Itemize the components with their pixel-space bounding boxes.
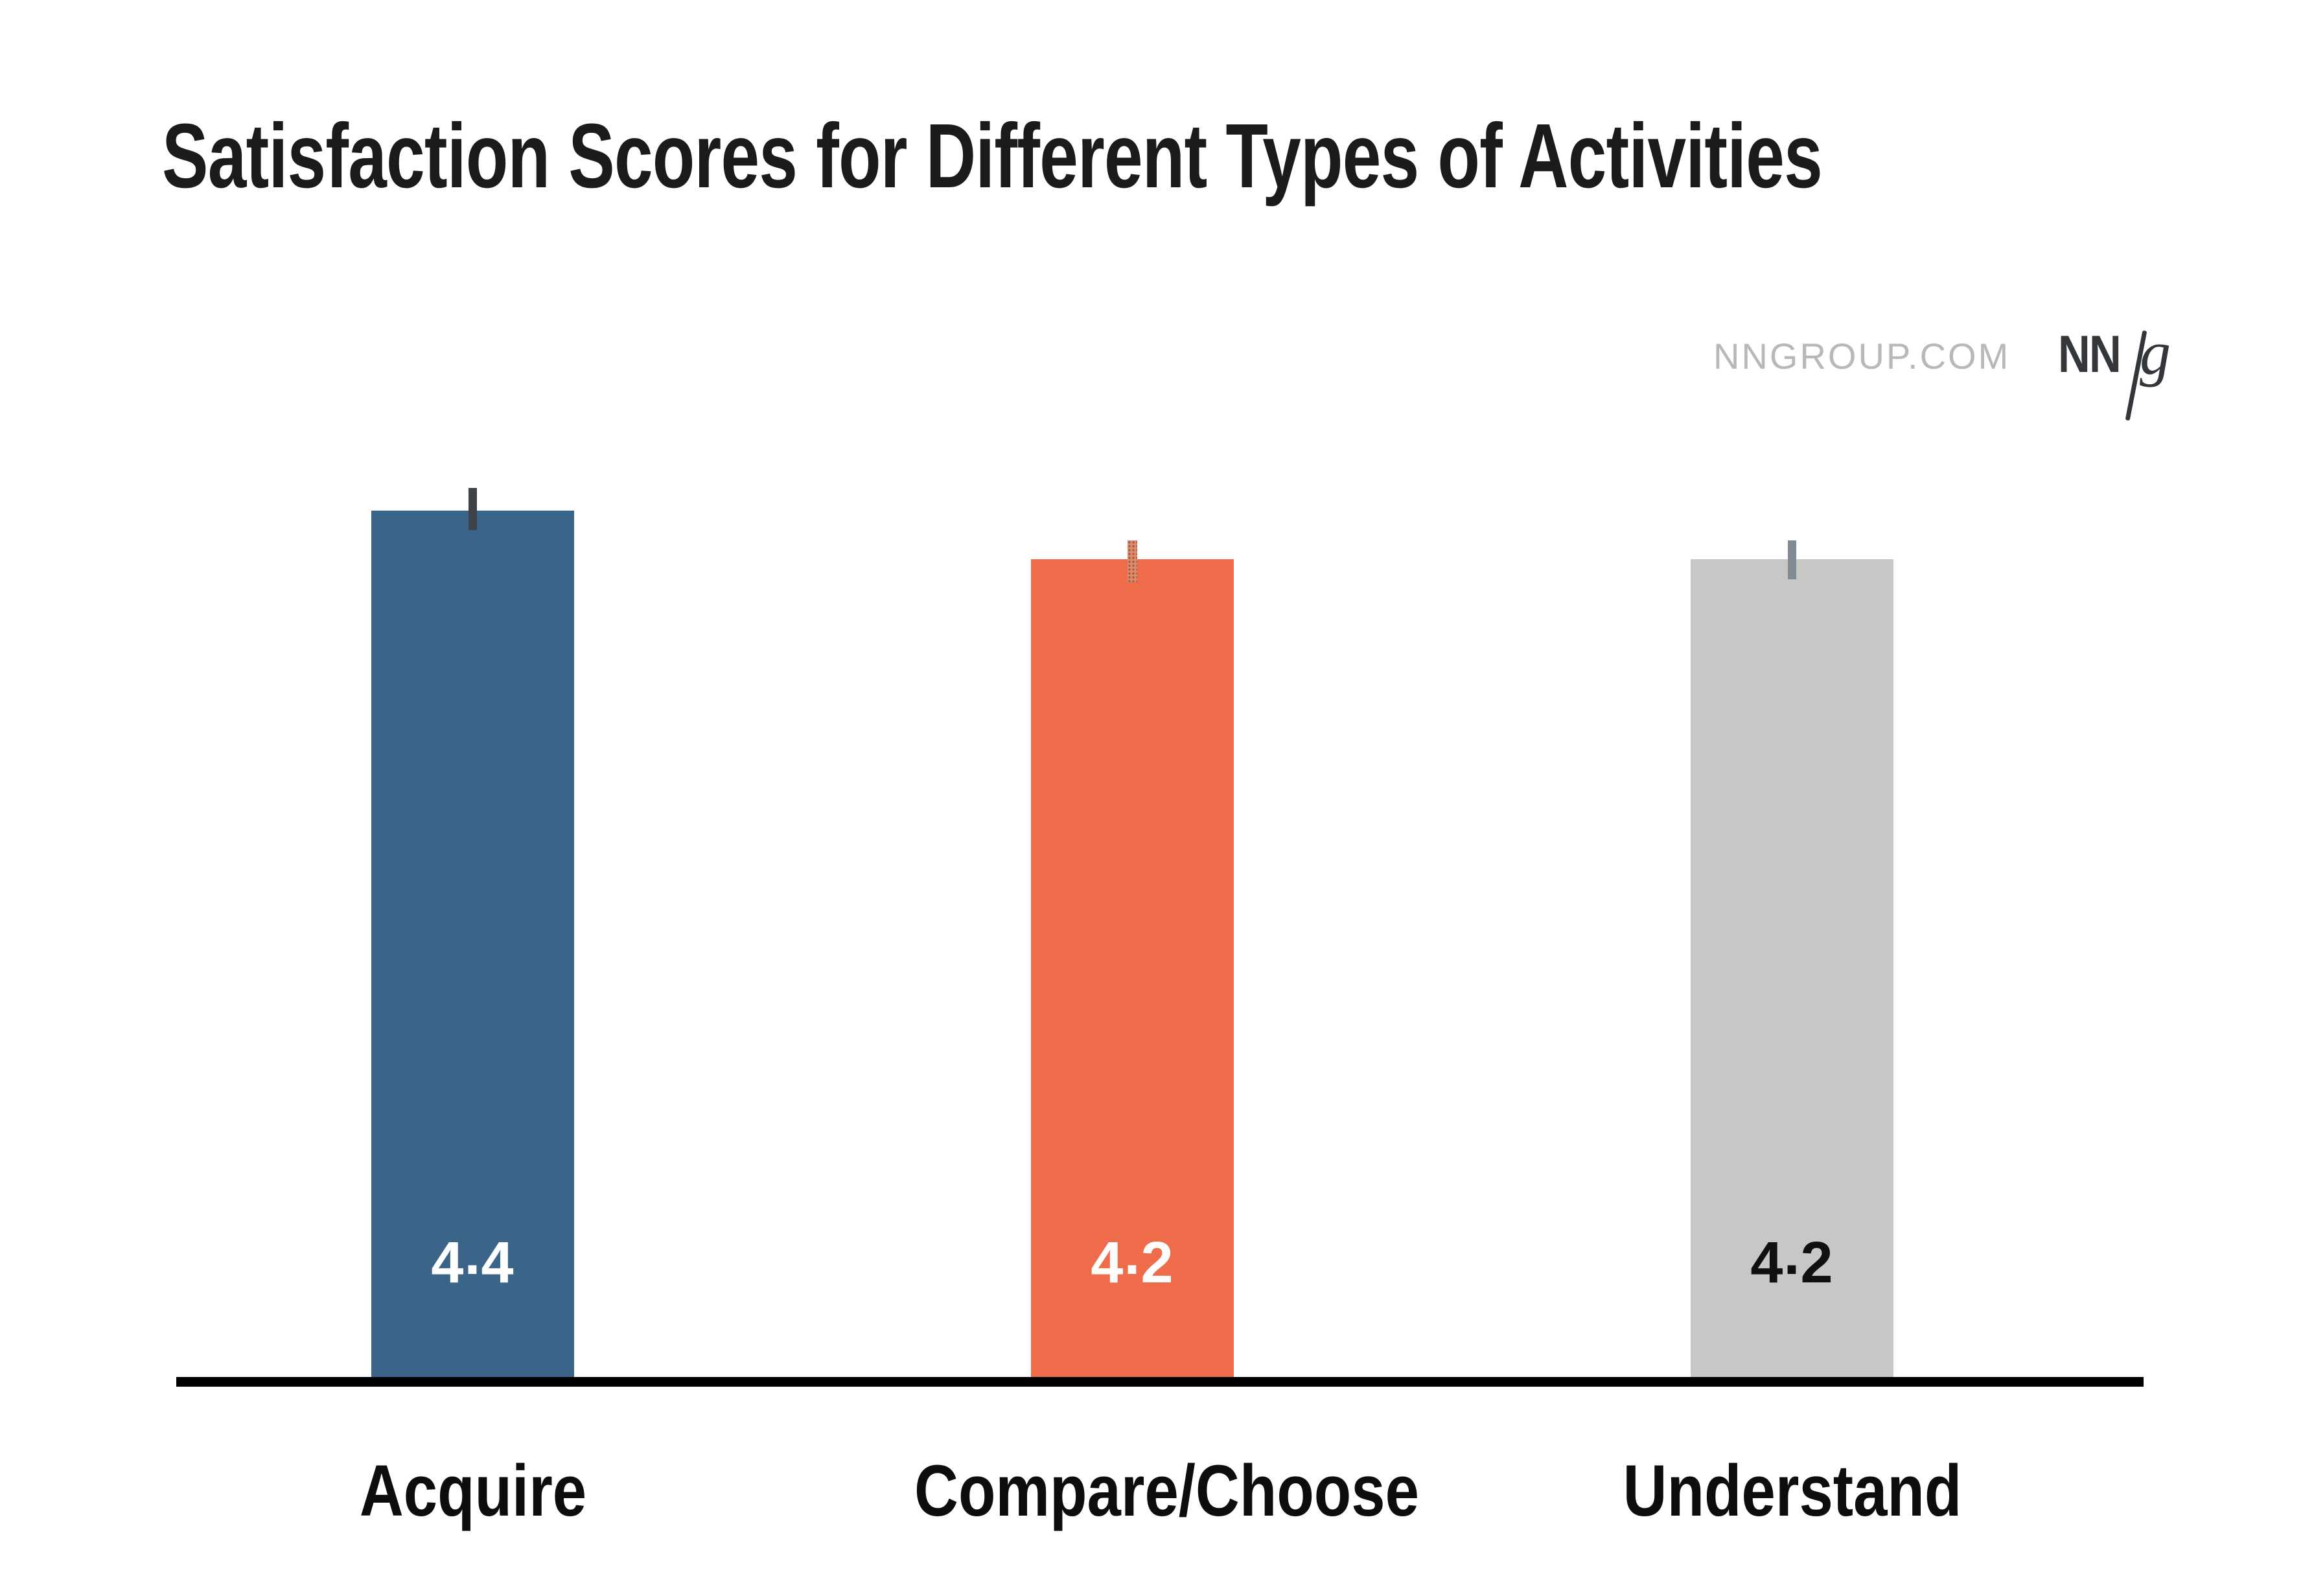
- error-bar-compare-choose: [1128, 540, 1137, 582]
- nng-logo: NN g: [2058, 322, 2171, 421]
- chart-title: Satisfaction Scores for Different Types …: [162, 104, 1823, 207]
- x-axis-label-acquire: Acquire: [359, 1450, 586, 1531]
- error-bar-acquire: [469, 488, 477, 530]
- x-axis-label-understand: Understand: [1623, 1450, 1961, 1531]
- value-label-compare-choose: 4.2: [1091, 1222, 1174, 1295]
- x-axis-line: [176, 1377, 2144, 1387]
- bar-compare-choose: [1031, 559, 1234, 1379]
- nngroup-watermark: NNGROUP.COM: [1713, 336, 2011, 376]
- x-axis-label-compare-choose: Compare/Choose: [914, 1450, 1419, 1531]
- error-bar-understand: [1788, 540, 1796, 579]
- logo-nn-text: NN: [2058, 325, 2122, 384]
- bar-understand: [1691, 559, 1893, 1379]
- value-label-understand: 4.2: [1750, 1222, 1834, 1295]
- value-label-acquire: 4.4: [431, 1222, 515, 1295]
- bar-acquire: [371, 511, 574, 1379]
